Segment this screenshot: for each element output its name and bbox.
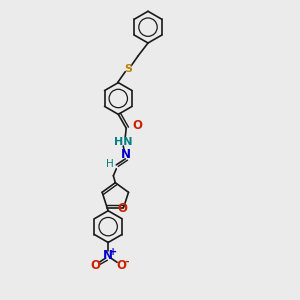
Text: O: O	[132, 119, 142, 132]
Text: O: O	[118, 202, 128, 215]
Text: O: O	[116, 259, 126, 272]
Text: +: +	[109, 248, 117, 257]
Text: H: H	[106, 159, 113, 169]
Text: S: S	[124, 64, 132, 74]
Text: HN: HN	[114, 137, 133, 147]
Text: O: O	[90, 259, 100, 272]
Text: N: N	[121, 148, 131, 161]
Text: -: -	[125, 256, 129, 266]
Text: N: N	[103, 249, 113, 262]
